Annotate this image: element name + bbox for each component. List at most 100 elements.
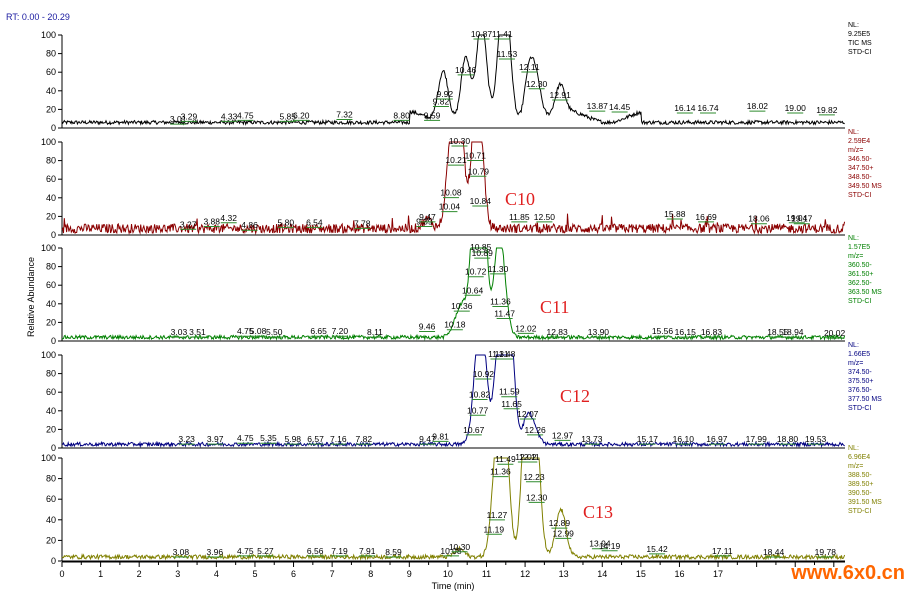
peak-rt-label: 10.64 xyxy=(462,285,484,295)
panel-info-line: 1.57E5 xyxy=(848,244,870,251)
y-tick-label: 100 xyxy=(41,30,56,40)
peak-rt-label: 19.04 xyxy=(786,213,808,223)
panel-info-line: NL: xyxy=(848,22,859,29)
panel-info-line: 375.50+ xyxy=(848,378,874,385)
panel-info-line: m/z= xyxy=(848,253,863,260)
peak-rt-label: 11.19 xyxy=(484,524,505,534)
peak-rt-label: 16.10 xyxy=(673,434,695,444)
panel-info-line: STD-CI xyxy=(848,49,871,56)
y-tick-label: 0 xyxy=(51,556,56,566)
peak-rt-label: 7.91 xyxy=(359,546,376,556)
peak-rt-label: 9.47 xyxy=(419,212,436,222)
peak-rt-label: 19.17 xyxy=(791,214,813,224)
peak-rt-label: 15.56 xyxy=(652,326,674,336)
x-tick-label: 6 xyxy=(291,569,296,579)
panel-info-line: 374.50- xyxy=(848,369,872,376)
peak-rt-label: 7.32 xyxy=(336,109,353,119)
y-tick-label: 0 xyxy=(51,230,56,240)
peak-rt-label: 12.99 xyxy=(553,528,575,538)
y-tick-label: 20 xyxy=(46,211,56,221)
y-tick-label: 60 xyxy=(46,494,56,504)
y-tick-label: 60 xyxy=(46,280,56,290)
panel-info-line: 348.50- xyxy=(848,174,872,181)
peak-rt-label: 17.11 xyxy=(712,546,733,556)
peak-rt-label: 10.79 xyxy=(468,166,490,176)
peak-rt-label: 6.57 xyxy=(307,434,324,444)
panel-info-line: 360.50- xyxy=(848,262,872,269)
x-tick-label: 16 xyxy=(674,569,684,579)
x-tick-label: 3 xyxy=(175,569,180,579)
peak-rt-label: 7.78 xyxy=(354,218,371,228)
peak-rt-label: 11.53 xyxy=(497,49,518,59)
peak-rt-label: 10.84 xyxy=(470,196,492,206)
peak-rt-label: 11.85 xyxy=(509,212,530,222)
peak-rt-label: 9.47 xyxy=(419,434,436,444)
peak-rt-label: 10.30 xyxy=(449,136,471,146)
panel-info-line: 9.25E5 xyxy=(848,31,870,38)
peak-rt-label: 10.30 xyxy=(449,542,471,552)
y-tick-label: 0 xyxy=(51,443,56,453)
panel-info-line: 362.50- xyxy=(848,280,872,287)
peak-rt-label: 10.08 xyxy=(440,546,462,556)
peak-rt-label: 4.75 xyxy=(237,546,254,556)
trace-label: C12 xyxy=(560,386,590,406)
peak-rt-label: 19.00 xyxy=(785,103,807,113)
y-tick-label: 80 xyxy=(46,474,56,484)
peak-rt-label: 12.30 xyxy=(526,79,548,89)
trace-line xyxy=(61,141,846,236)
peak-rt-label: 10.71 xyxy=(465,150,487,160)
peak-rt-label: 8.59 xyxy=(385,547,402,557)
peak-rt-label: 7.20 xyxy=(332,326,349,336)
peak-rt-label: 3.29 xyxy=(181,111,198,121)
peak-rt-label: 11.49 xyxy=(495,454,516,464)
peak-rt-label: 3.01 xyxy=(170,114,187,124)
peak-rt-label: 18.02 xyxy=(747,101,769,111)
panel-info-line: NL: xyxy=(848,445,859,452)
y-tick-label: 100 xyxy=(41,243,56,253)
peak-rt-label: 7.19 xyxy=(331,546,348,556)
peak-rt-label: 8.80 xyxy=(393,110,410,120)
peak-rt-label: 10.87 xyxy=(471,29,493,39)
peak-rt-label: 11.36 xyxy=(490,467,511,477)
brand-watermark: www.6x0.cn xyxy=(791,562,905,584)
x-tick-label: 7 xyxy=(330,569,335,579)
y-tick-label: 40 xyxy=(46,406,56,416)
panel-4: 0 20 40 60 80 100 3.08 3.96 4.75 5.27 6.56 7.19 7.91… xyxy=(41,445,882,566)
panel-info-line: m/z= xyxy=(848,147,863,154)
panel-info-line: 376.50- xyxy=(848,387,872,394)
y-tick-label: 60 xyxy=(46,174,56,184)
panel-info-line: 349.50 MS xyxy=(848,183,882,190)
peak-rt-label: 3.23 xyxy=(178,434,195,444)
trace-label: C13 xyxy=(583,502,613,522)
trace-line xyxy=(62,354,845,449)
peak-rt-label: 18.94 xyxy=(782,327,804,337)
peak-rt-label: 9.59 xyxy=(424,110,441,120)
peak-rt-label: 11.27 xyxy=(487,510,508,520)
x-tick-label: 17 xyxy=(713,569,723,579)
peak-rt-label: 10.36 xyxy=(451,301,473,311)
y-tick-label: 20 xyxy=(46,317,56,327)
y-tick-label: 20 xyxy=(46,104,56,114)
x-tick-label: 5 xyxy=(252,569,257,579)
peak-rt-label: 5.85 xyxy=(279,111,296,121)
peak-rt-label: 3.27 xyxy=(180,219,197,229)
peak-rt-label: 5.50 xyxy=(266,327,283,337)
peak-rt-label: 11.30 xyxy=(488,264,509,274)
peak-rt-label: 10.04 xyxy=(439,202,461,212)
panel-info-line: TIC MS xyxy=(848,40,872,47)
y-tick-label: 60 xyxy=(46,387,56,397)
y-tick-label: 0 xyxy=(51,336,56,346)
x-axis-title: Time (min) xyxy=(432,581,475,591)
peak-rt-label: 12.02 xyxy=(515,452,537,462)
peak-rt-label: 16.14 xyxy=(674,103,696,113)
peak-rt-label: 14.45 xyxy=(609,102,631,112)
peak-rt-label: 10.46 xyxy=(455,65,477,75)
panel-info-line: 1.66E5 xyxy=(848,351,870,358)
peak-rt-label: 9.82 xyxy=(433,96,450,106)
x-axis: 0 1 2 3 4 5 6 7 8 9 10 11 12 13 14 15 16 17 xyxy=(59,561,845,579)
peak-rt-label: 11.59 xyxy=(499,387,520,397)
peak-rt-label: 19.78 xyxy=(815,547,837,557)
peak-rt-label: 14.19 xyxy=(599,541,621,551)
peak-rt-label: 3.97 xyxy=(207,434,224,444)
y-tick-label: 80 xyxy=(46,49,56,59)
